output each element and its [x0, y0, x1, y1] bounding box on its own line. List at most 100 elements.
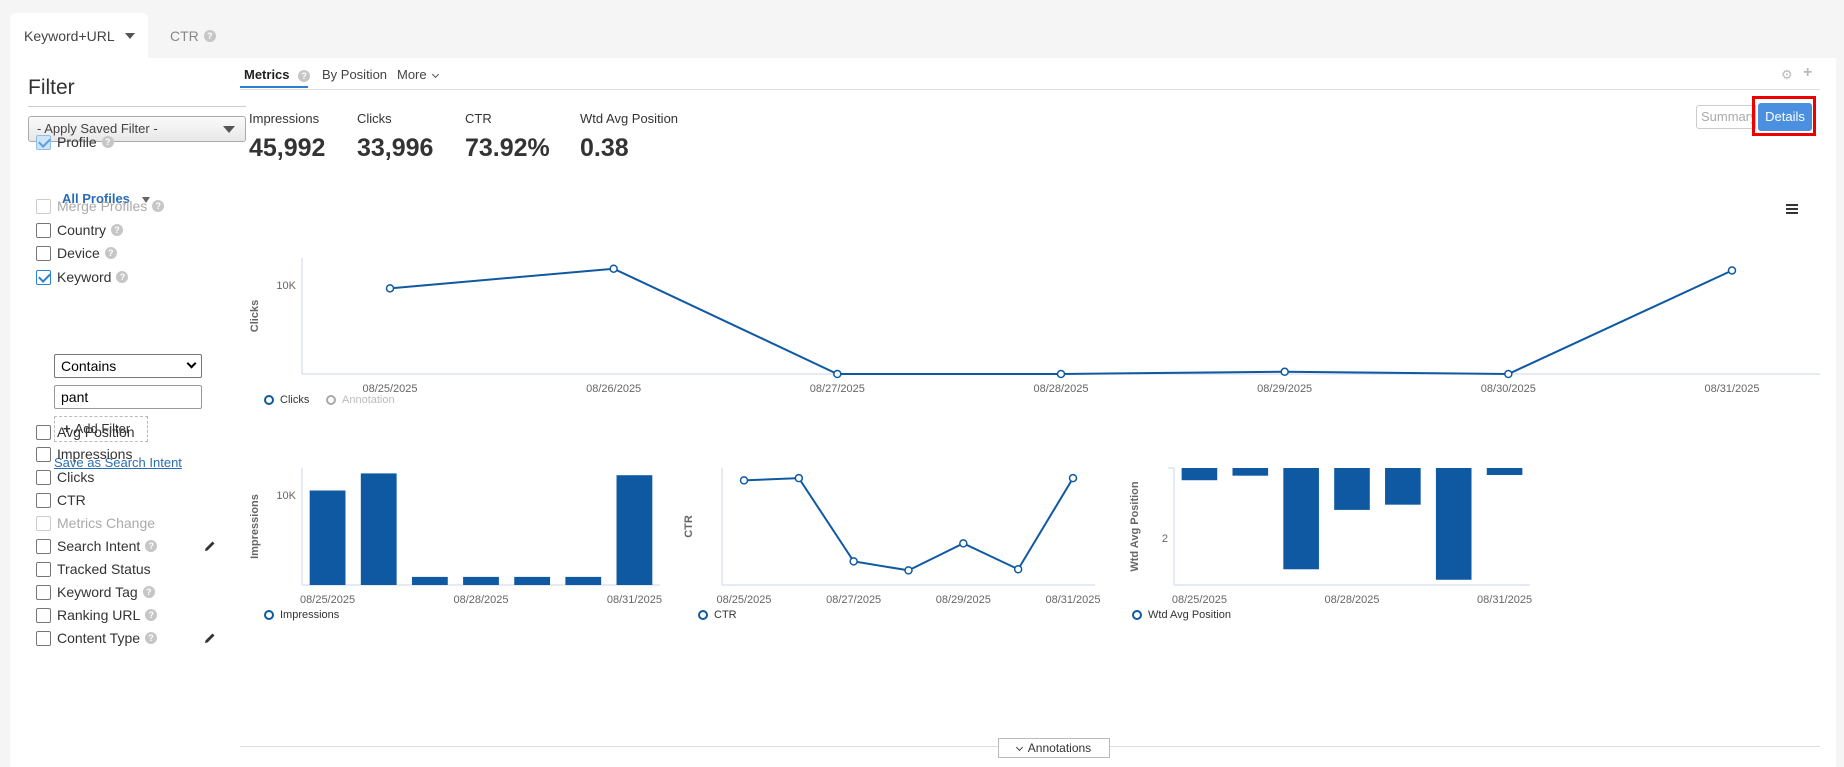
x-tick-label: 08/28/2025	[1033, 383, 1088, 395]
tab-keyword-url[interactable]: Keyword+URL	[10, 13, 148, 59]
content-type-checkbox[interactable]	[36, 630, 51, 646]
ranking-url-checkbox[interactable]	[36, 607, 51, 623]
tab-ctr[interactable]: CTR ?	[170, 13, 216, 59]
metrics-change-checkbox	[36, 515, 51, 531]
chevron-down-icon	[1015, 743, 1023, 752]
clicks-chart: Clicks 10K 08/25/2025 08/26/2025 08/27/2025 0…	[249, 258, 1820, 395]
ctr-checkbox[interactable]	[36, 492, 51, 508]
tab-metrics[interactable]: Metrics ?	[244, 67, 311, 82]
kpi-impressions: Impressions 45,992	[249, 111, 325, 163]
clicks-label: Clicks	[57, 469, 95, 485]
filter-country[interactable]: Country ?	[36, 220, 124, 240]
help-icon[interactable]: ?	[104, 247, 117, 259]
bar	[360, 473, 397, 585]
chevron-down-icon[interactable]	[124, 33, 135, 39]
filter-avg-position[interactable]: Avg Position	[36, 422, 135, 442]
add-filter-button[interactable]: + Add Filter	[54, 416, 148, 442]
filter-merge-profiles: Merge Profiles ?	[36, 196, 165, 216]
tracked-status-checkbox[interactable]	[36, 561, 51, 577]
summary-button[interactable]: Summary	[1696, 105, 1756, 129]
filter-tracked-status[interactable]: Tracked Status	[36, 559, 151, 579]
filter-keyword-tag[interactable]: Keyword Tag ?	[36, 582, 155, 602]
legend-marker	[1132, 610, 1142, 620]
help-icon[interactable]: ?	[203, 30, 216, 42]
filter-content-type[interactable]: Content Type ?	[36, 628, 158, 648]
avg-position-checkbox[interactable]	[36, 424, 51, 440]
tab-by-position[interactable]: By Position	[322, 67, 388, 82]
keyword-input[interactable]: pant	[54, 385, 202, 409]
kpi-label: CTR	[465, 111, 492, 126]
help-icon[interactable]: ?	[145, 540, 158, 552]
filter-ranking-url[interactable]: Ranking URL ?	[36, 605, 158, 625]
legend-item-annotation[interactable]: Annotation	[326, 394, 395, 406]
plus-icon[interactable]: +	[1803, 64, 1813, 81]
filter-device[interactable]: Device ?	[36, 243, 117, 263]
bar	[616, 475, 653, 585]
help-icon[interactable]: ?	[142, 586, 155, 598]
impressions-label: Impressions	[57, 446, 133, 462]
details-button[interactable]: Details	[1758, 103, 1812, 131]
data-point	[385, 284, 395, 293]
help-icon[interactable]: ?	[145, 632, 158, 644]
legend-label: Impressions	[280, 609, 340, 621]
profile-checkbox[interactable]	[36, 134, 51, 150]
filter-profile[interactable]: Profile ?	[36, 132, 114, 152]
legend-item-clicks[interactable]: Clicks	[264, 394, 309, 406]
impressions-checkbox[interactable]	[36, 446, 51, 462]
pencil-icon[interactable]	[204, 632, 216, 644]
device-checkbox[interactable]	[36, 245, 51, 261]
search-intent-label: Search Intent	[57, 538, 141, 554]
ctr-chart: CTR 08/25/2025 08/27/2025 08/29/2025 08/31/2…	[683, 468, 1101, 606]
help-icon[interactable]: ?	[116, 271, 129, 283]
annotations-button[interactable]: Annotations	[998, 738, 1110, 758]
data-point	[849, 557, 858, 566]
filter-search-intent[interactable]: Search Intent ?	[36, 536, 158, 556]
bar	[411, 576, 448, 585]
help-icon[interactable]: ?	[145, 609, 158, 621]
country-checkbox[interactable]	[36, 222, 51, 238]
filter-keyword[interactable]: Keyword ?	[36, 267, 129, 287]
data-point	[904, 566, 913, 575]
legend-item-impressions[interactable]: Impressions	[264, 609, 339, 621]
legend-item-wtd-avg-position[interactable]: Wtd Avg Position	[1132, 609, 1231, 621]
legend-item-ctr[interactable]: CTR	[698, 609, 737, 621]
menu-icon[interactable]	[1786, 204, 1798, 214]
merge-profiles-checkbox	[36, 198, 51, 214]
legend-label: Clicks	[280, 394, 310, 406]
save-as-search-intent-link[interactable]: Save as Search Intent	[54, 455, 182, 470]
tab-more[interactable]: More	[397, 67, 439, 82]
help-icon[interactable]: ?	[111, 224, 124, 236]
help-icon[interactable]: ?	[298, 69, 311, 82]
highlight-box	[1752, 96, 1816, 136]
gear-icon[interactable]: ⚙	[1781, 67, 1793, 82]
tab-keyword-url-label: Keyword+URL	[24, 28, 115, 44]
caret-down-icon	[223, 126, 235, 133]
pencil-icon[interactable]	[204, 540, 216, 552]
clicks-checkbox[interactable]	[36, 469, 51, 485]
match-type-select[interactable]: Contains	[54, 354, 202, 378]
caret-down-icon	[141, 196, 150, 203]
x-tick-label: 08/25/2025	[1172, 594, 1227, 606]
x-tick-label: 08/31/2025	[1477, 594, 1532, 606]
saved-filter-select[interactable]: - Apply Saved Filter -	[28, 116, 246, 142]
saved-filter-label: - Apply Saved Filter -	[37, 121, 158, 136]
kpi-wtd-avg-position: Wtd Avg Position 0.38	[580, 111, 678, 163]
filter-impressions[interactable]: Impressions	[36, 444, 132, 464]
help-icon[interactable]: ?	[101, 136, 114, 148]
filter-ctr[interactable]: CTR	[36, 490, 86, 510]
filter-clicks[interactable]: Clicks	[36, 467, 94, 487]
keyword-tag-checkbox[interactable]	[36, 584, 51, 600]
metrics-change-label: Metrics Change	[57, 515, 156, 531]
annotations-label: Annotations	[1027, 741, 1092, 755]
search-intent-checkbox[interactable]	[36, 538, 51, 554]
all-profiles-dropdown[interactable]: All Profiles	[62, 191, 150, 206]
help-icon[interactable]: ?	[152, 200, 165, 212]
bar	[1486, 468, 1523, 475]
main-panel: Filter - Apply Saved Filter - Profile ? …	[10, 58, 1836, 767]
keyword-label: Keyword	[57, 269, 112, 285]
x-tick-label: 08/29/2025	[1257, 383, 1312, 395]
tab-metrics-label: Metrics	[244, 67, 290, 82]
x-tick-label: 08/31/2025	[607, 594, 662, 606]
top-tab-bar: Keyword+URL CTR ?	[0, 0, 1844, 59]
keyword-checkbox[interactable]	[36, 269, 51, 285]
